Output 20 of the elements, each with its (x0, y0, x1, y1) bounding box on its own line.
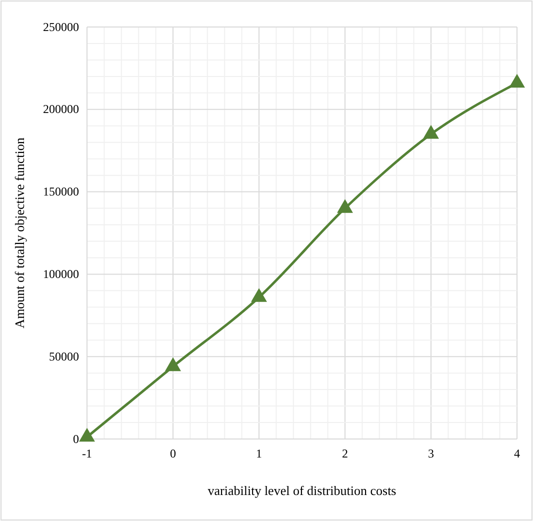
y-tick-label: 50000 (49, 349, 79, 364)
point (337, 199, 353, 213)
x-tick-label: 0 (170, 446, 176, 461)
x-tick-label: 4 (514, 446, 520, 461)
y-tick-label: 100000 (43, 267, 79, 282)
y-axis-title: Amount of totally objective function (12, 137, 27, 328)
point (509, 74, 525, 88)
y-tick-label: 250000 (43, 20, 79, 34)
y-tick-label: 200000 (43, 102, 79, 116)
point (165, 357, 181, 372)
point (251, 288, 267, 302)
y-tick-label: 150000 (43, 184, 79, 199)
y-tick-label: 0 (73, 432, 79, 446)
x-axis-title: variability level of distribution costs (208, 483, 396, 498)
point (423, 124, 439, 139)
x-tick-label: 1 (256, 446, 262, 461)
point (79, 428, 95, 442)
x-tick-label: -1 (82, 446, 92, 461)
x-tick-label: 2 (342, 446, 348, 461)
x-tick-label: 3 (428, 446, 434, 461)
